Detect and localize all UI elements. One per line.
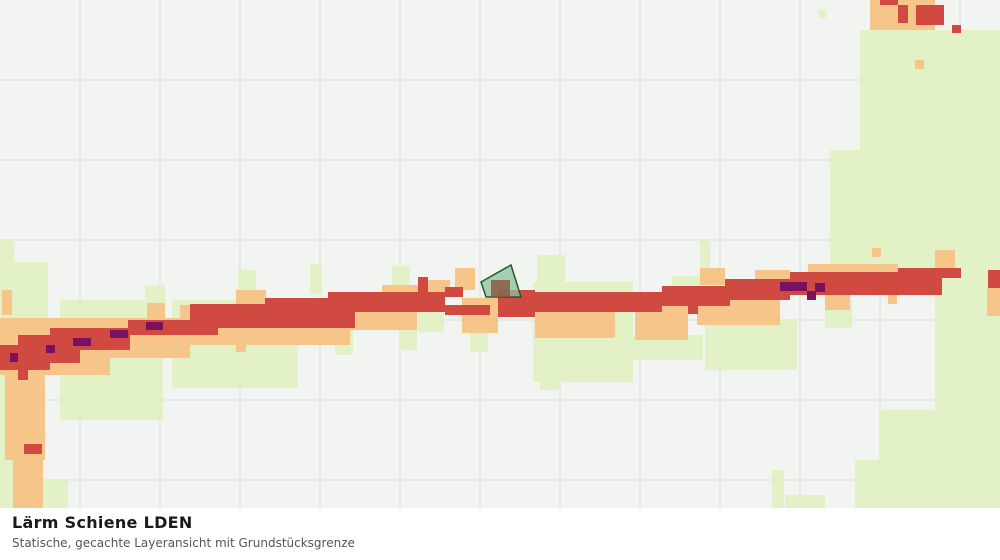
caption: Lärm Schiene LDEN Statische, gecachte La… (0, 508, 1000, 560)
map-title: Lärm Schiene LDEN (12, 513, 193, 532)
noise-zone-very-high (10, 282, 825, 362)
parcel-boundary (480, 263, 523, 298)
map (0, 0, 1000, 508)
map-subtitle: Statische, gecachte Layeransicht mit Gru… (12, 536, 355, 550)
